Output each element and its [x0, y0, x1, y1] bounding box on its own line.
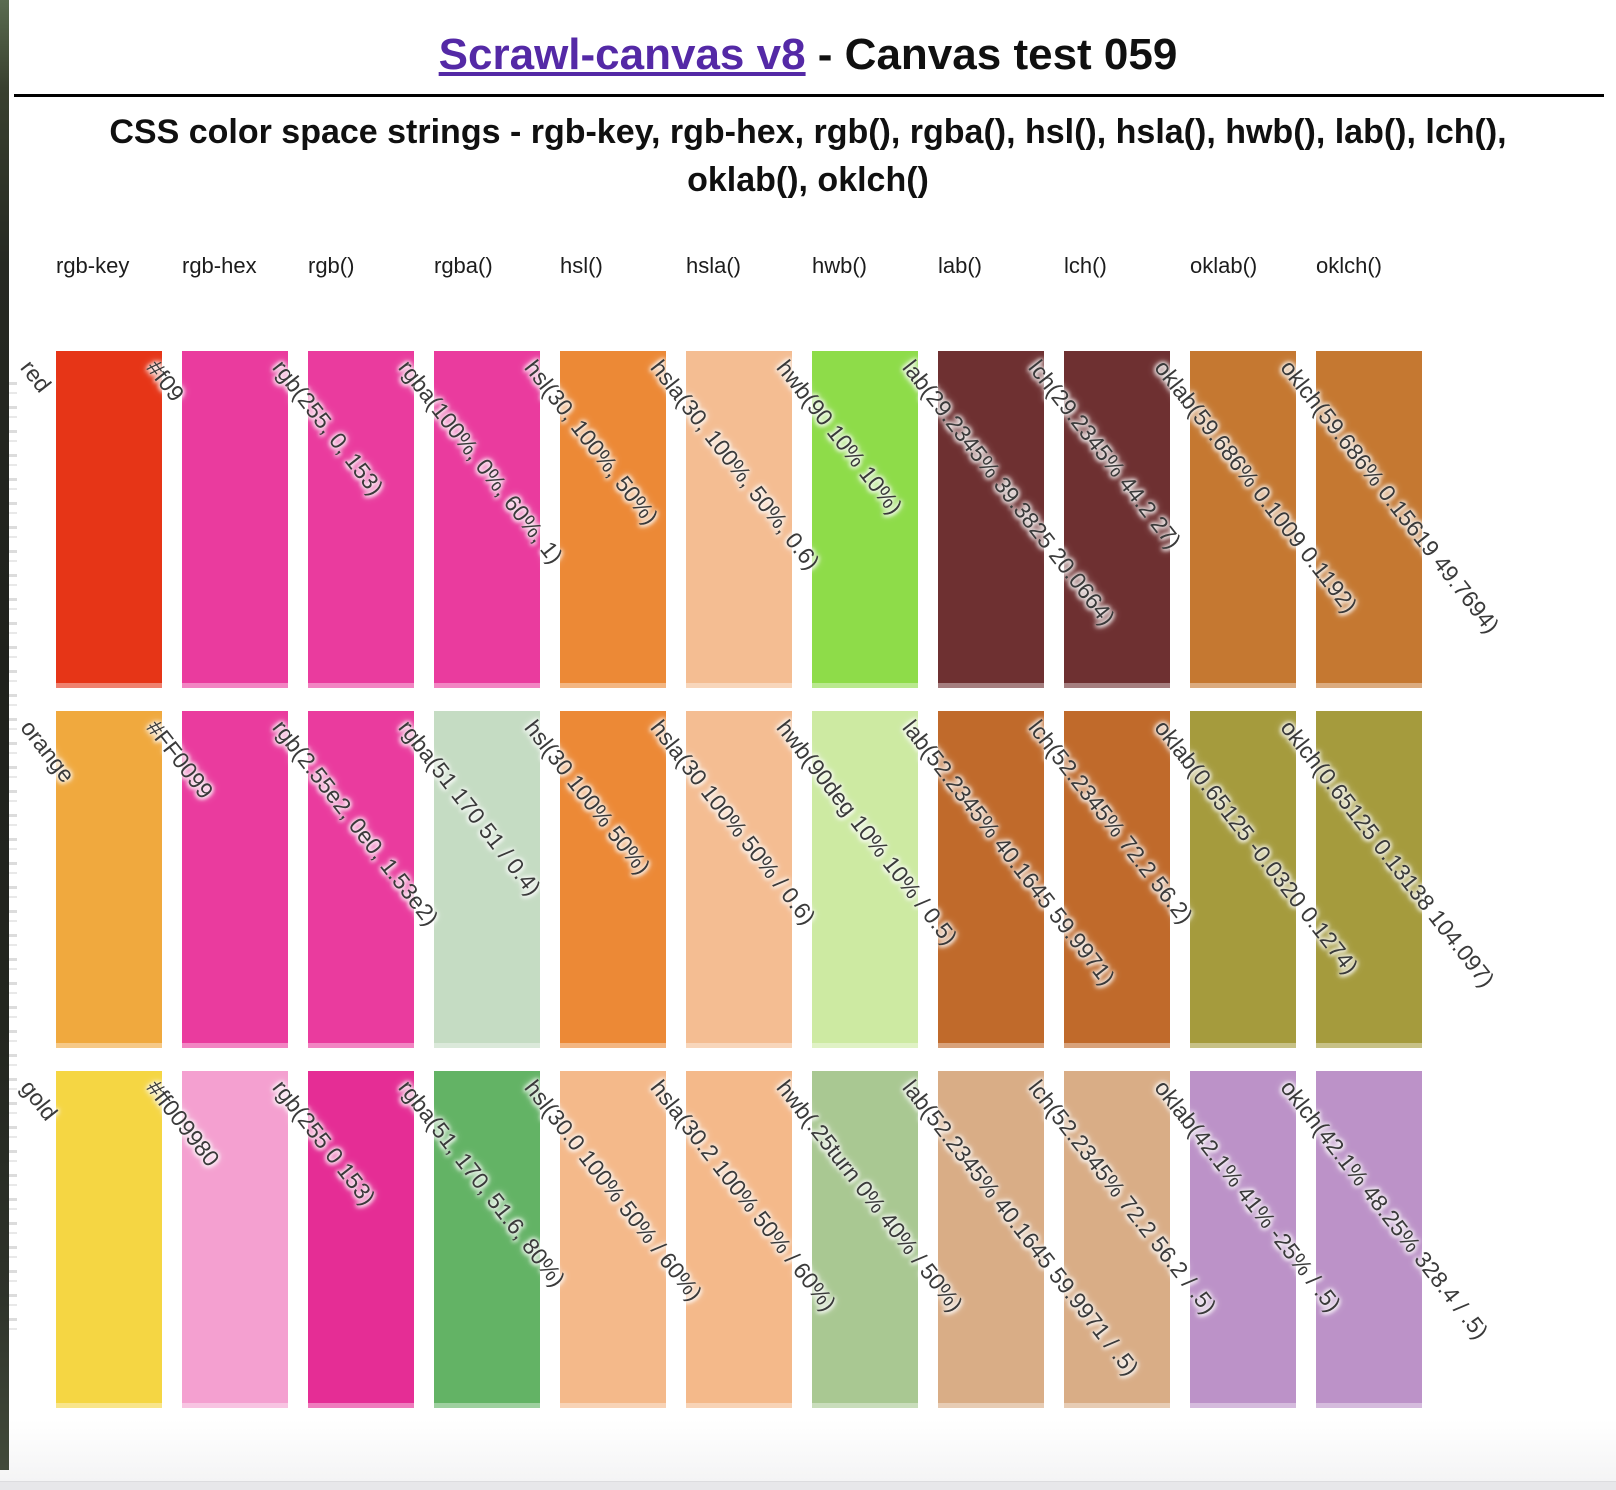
column-headers-row: rgb-key rgb-hex rgb() rgba() hsl() hsla() hwb(… — [56, 253, 1422, 279]
left-edge-background — [0, 0, 9, 1470]
swatch-grid: red #f09 rgb(255, 0, 153) rgba(100%, 0%, 60… — [16, 351, 1505, 1408]
swatch-label: oklch(42.1% 48.25% 328.4 / .5) — [1275, 1075, 1494, 1344]
swatch-label: orange — [15, 715, 81, 788]
color-swatch: gold — [16, 1071, 162, 1408]
color-swatch: lch(52.2345% 72.2 56.2) — [1024, 711, 1198, 1048]
color-swatch: rgba(100%, 0%, 60%, 1) — [394, 351, 568, 688]
swatch-label: gold — [15, 1075, 63, 1126]
subtitle: CSS color space strings - rgb-key, rgb-h… — [109, 113, 1507, 199]
color-swatch: rgba(51 170 51 / 0.4) — [394, 711, 546, 1048]
column-header: oklch() — [1316, 253, 1383, 278]
color-swatch: oklch(0.65125 0.13138 104.097) — [1276, 711, 1500, 1048]
color-swatch: lab(29.2345% 39.3825 20.0664) — [898, 351, 1120, 688]
color-swatch: red — [16, 351, 162, 688]
bottom-fade — [0, 1420, 1616, 1482]
bottom-edge-strip — [0, 1481, 1616, 1490]
color-swatch: lch(52.2345% 72.2 56.2 / .5) — [1024, 1071, 1222, 1408]
color-swatch: oklab(0.65125 -0.0320 0.1274) — [1150, 711, 1364, 1048]
color-swatch: oklch(42.1% 48.25% 328.4 / .5) — [1276, 1071, 1494, 1408]
color-swatch: rgb(255 0 153) — [268, 1071, 414, 1408]
swatch-label: oklch(59.686% 0.15619 49.7694) — [1275, 355, 1505, 639]
color-swatch: hsla(30, 100%, 50%, 0.6) — [646, 351, 825, 688]
color-swatch: #f09 — [142, 351, 288, 688]
column-header: hsla() — [686, 253, 742, 278]
swatch-label: oklch(0.65125 0.13138 104.097) — [1275, 715, 1500, 993]
column-header: rgb-hex — [182, 253, 257, 278]
color-swatch: hwb(90deg 10% 10% / 0.5) — [772, 711, 963, 1048]
color-swatch: oklch(59.686% 0.15619 49.7694) — [1276, 351, 1505, 688]
color-swatch: lch(29.2345% 44.2 27) — [1024, 351, 1186, 688]
page-title-suffix: - Canvas test 059 — [805, 30, 1178, 79]
column-header: oklab() — [1190, 253, 1258, 278]
color-swatch: rgb(2.55e2, 0e0, 1.53e2) — [268, 711, 444, 1048]
color-swatch: hsl(30, 100%, 50%) — [520, 351, 666, 688]
column-header: rgb-key — [56, 253, 130, 278]
page-title: Scrawl-canvas v8 - Canvas test 059 — [0, 0, 1616, 80]
color-swatch: rgba(51, 170, 51.6, 80%) — [394, 1071, 571, 1408]
color-swatch: #FF0099 — [142, 711, 288, 1048]
color-swatch: #ff009980 — [142, 1071, 288, 1408]
color-swatch: hwb(90 10% 10%) — [772, 351, 918, 688]
column-header: rgba() — [434, 253, 493, 278]
column-header: lch() — [1064, 253, 1107, 278]
column-header: rgb() — [308, 253, 355, 278]
color-swatch: hsla(30 100% 50% / 0.6) — [646, 711, 821, 1048]
color-swatch: hsla(30.2 100% 50% / 60%) — [646, 1071, 842, 1408]
color-swatch: oklab(59.686% 0.1009 0.1192) — [1150, 351, 1363, 688]
column-header: hsl() — [560, 253, 603, 278]
color-swatch: hsl(30.0 100% 50% / 60%) — [520, 1071, 708, 1408]
swatch-label: hsl(30, 100%, 50%) — [519, 355, 664, 530]
color-swatch: hwb(.25turn 0% 40% / 50%) — [772, 1071, 968, 1408]
color-swatch: lab(52.2345% 40.1645 59.9971) — [898, 711, 1120, 1048]
scrawl-canvas-link[interactable]: Scrawl-canvas v8 — [438, 30, 806, 79]
swatch-label: rgba(51 170 51 / 0.4) — [393, 715, 547, 901]
column-header: lab() — [938, 253, 983, 278]
title-divider — [14, 94, 1604, 97]
color-swatch: oklab(42.1% 41% -25% / .5) — [1150, 1071, 1346, 1408]
color-swatch: hsl(30 100% 50%) — [520, 711, 666, 1048]
color-swatch: lab(52.2345% 40.1645 59.9971 / .5) — [898, 1071, 1144, 1408]
column-header: hwb() — [812, 253, 868, 278]
color-swatch: rgb(255, 0, 153) — [268, 351, 414, 688]
swatch-label: red — [15, 355, 57, 398]
left-edge-clipped-text — [8, 382, 17, 1332]
color-swatch: orange — [16, 711, 162, 1048]
